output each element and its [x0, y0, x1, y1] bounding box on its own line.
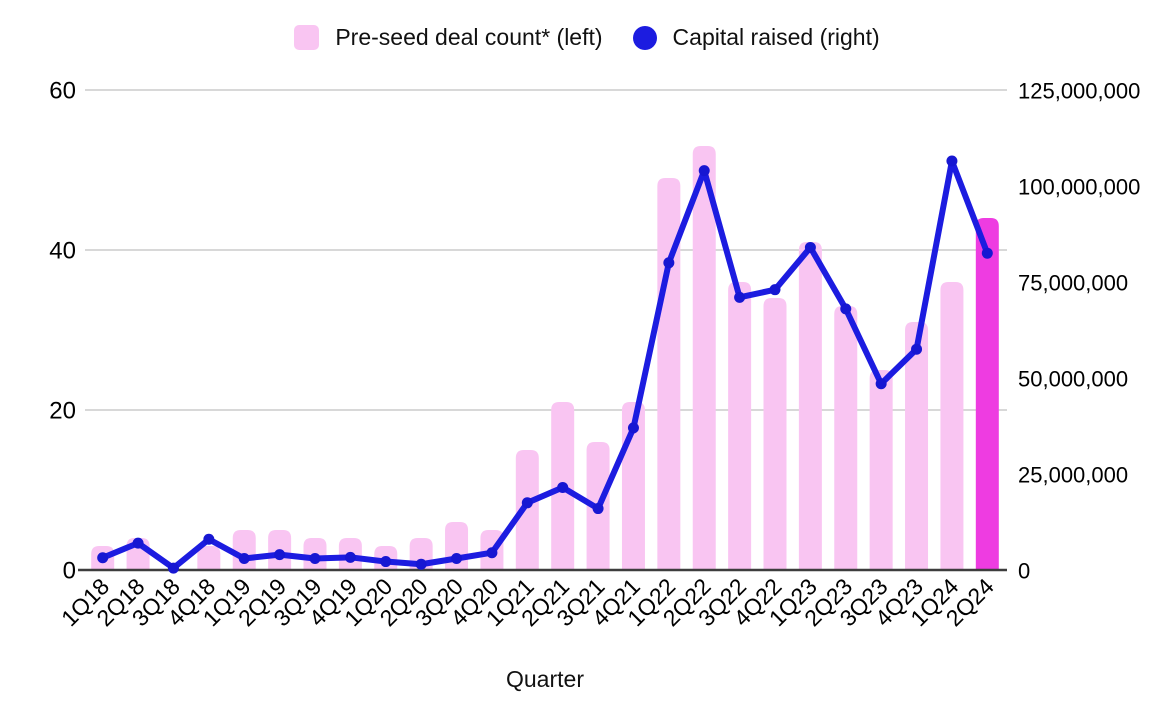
left-tick-20: 20 [49, 398, 76, 425]
bar-3Q23 [869, 370, 893, 570]
right-tick-3: 75,000,000 [1018, 271, 1128, 296]
line-point-1Q19 [238, 552, 250, 564]
legend-label-capital-raised: Capital raised (right) [672, 24, 880, 50]
right-tick-4: 100,000,000 [1018, 175, 1140, 200]
legend-label-deal-count: Pre-seed deal count* (left) [335, 24, 603, 50]
bar-4Q18 [197, 546, 221, 570]
bar-2Q22 [692, 146, 716, 570]
line-point-3Q21 [592, 503, 604, 515]
right-tick-1: 25,000,000 [1018, 463, 1128, 488]
legend-item-deal-count: Pre-seed deal count* (left) [294, 24, 603, 51]
bar-4Q22 [763, 298, 787, 570]
line-point-3Q23 [875, 378, 887, 390]
line-point-2Q21 [557, 481, 569, 493]
line-point-4Q22 [769, 284, 781, 296]
right-tick-0: 0 [1018, 559, 1030, 584]
bar-1Q24 [940, 282, 964, 570]
line-point-1Q24 [946, 155, 958, 167]
line-point-2Q22 [698, 165, 710, 177]
bar-3Q22 [728, 282, 752, 570]
line-point-4Q19 [344, 551, 356, 563]
bar-1Q23 [798, 242, 822, 570]
bar-1Q19 [232, 530, 256, 570]
left-tick-0: 0 [63, 558, 76, 585]
line-point-1Q20 [380, 556, 392, 568]
right-tick-5: 125,000,000 [1018, 79, 1140, 104]
capital-raised-line [99, 158, 991, 572]
line-point-2Q20 [415, 558, 427, 570]
line-point-4Q21 [627, 422, 639, 434]
legend: Pre-seed deal count* (left) Capital rais… [0, 24, 1174, 51]
line-point-4Q23 [911, 343, 923, 355]
left-tick-60: 60 [49, 78, 76, 105]
line-swatch-icon [632, 25, 657, 50]
bar-swatch-icon [294, 25, 320, 50]
line-point-3Q19 [309, 552, 321, 564]
legend-item-capital-raised: Capital raised (right) [632, 24, 880, 51]
line-point-1Q23 [804, 241, 816, 253]
bar-2Q23 [834, 306, 858, 570]
line-point-2Q18 [132, 537, 144, 549]
line-point-1Q22 [663, 257, 675, 269]
bar-2Q24 [975, 218, 999, 570]
line-point-3Q20 [451, 552, 463, 564]
bar-1Q21 [515, 450, 539, 570]
line-point-3Q22 [734, 291, 746, 303]
line-point-3Q18 [167, 562, 179, 574]
line-point-1Q21 [521, 497, 533, 509]
left-tick-40: 40 [49, 238, 76, 265]
line-point-2Q24 [981, 247, 993, 259]
line-point-2Q23 [840, 303, 852, 315]
right-tick-2: 50,000,000 [1018, 367, 1128, 392]
line-point-4Q20 [486, 547, 498, 559]
line-point-4Q18 [203, 533, 215, 545]
bar-4Q23 [905, 322, 929, 570]
x-axis-title: Quarter [506, 666, 584, 692]
line-point-2Q19 [274, 549, 286, 561]
line-point-1Q18 [97, 552, 109, 564]
